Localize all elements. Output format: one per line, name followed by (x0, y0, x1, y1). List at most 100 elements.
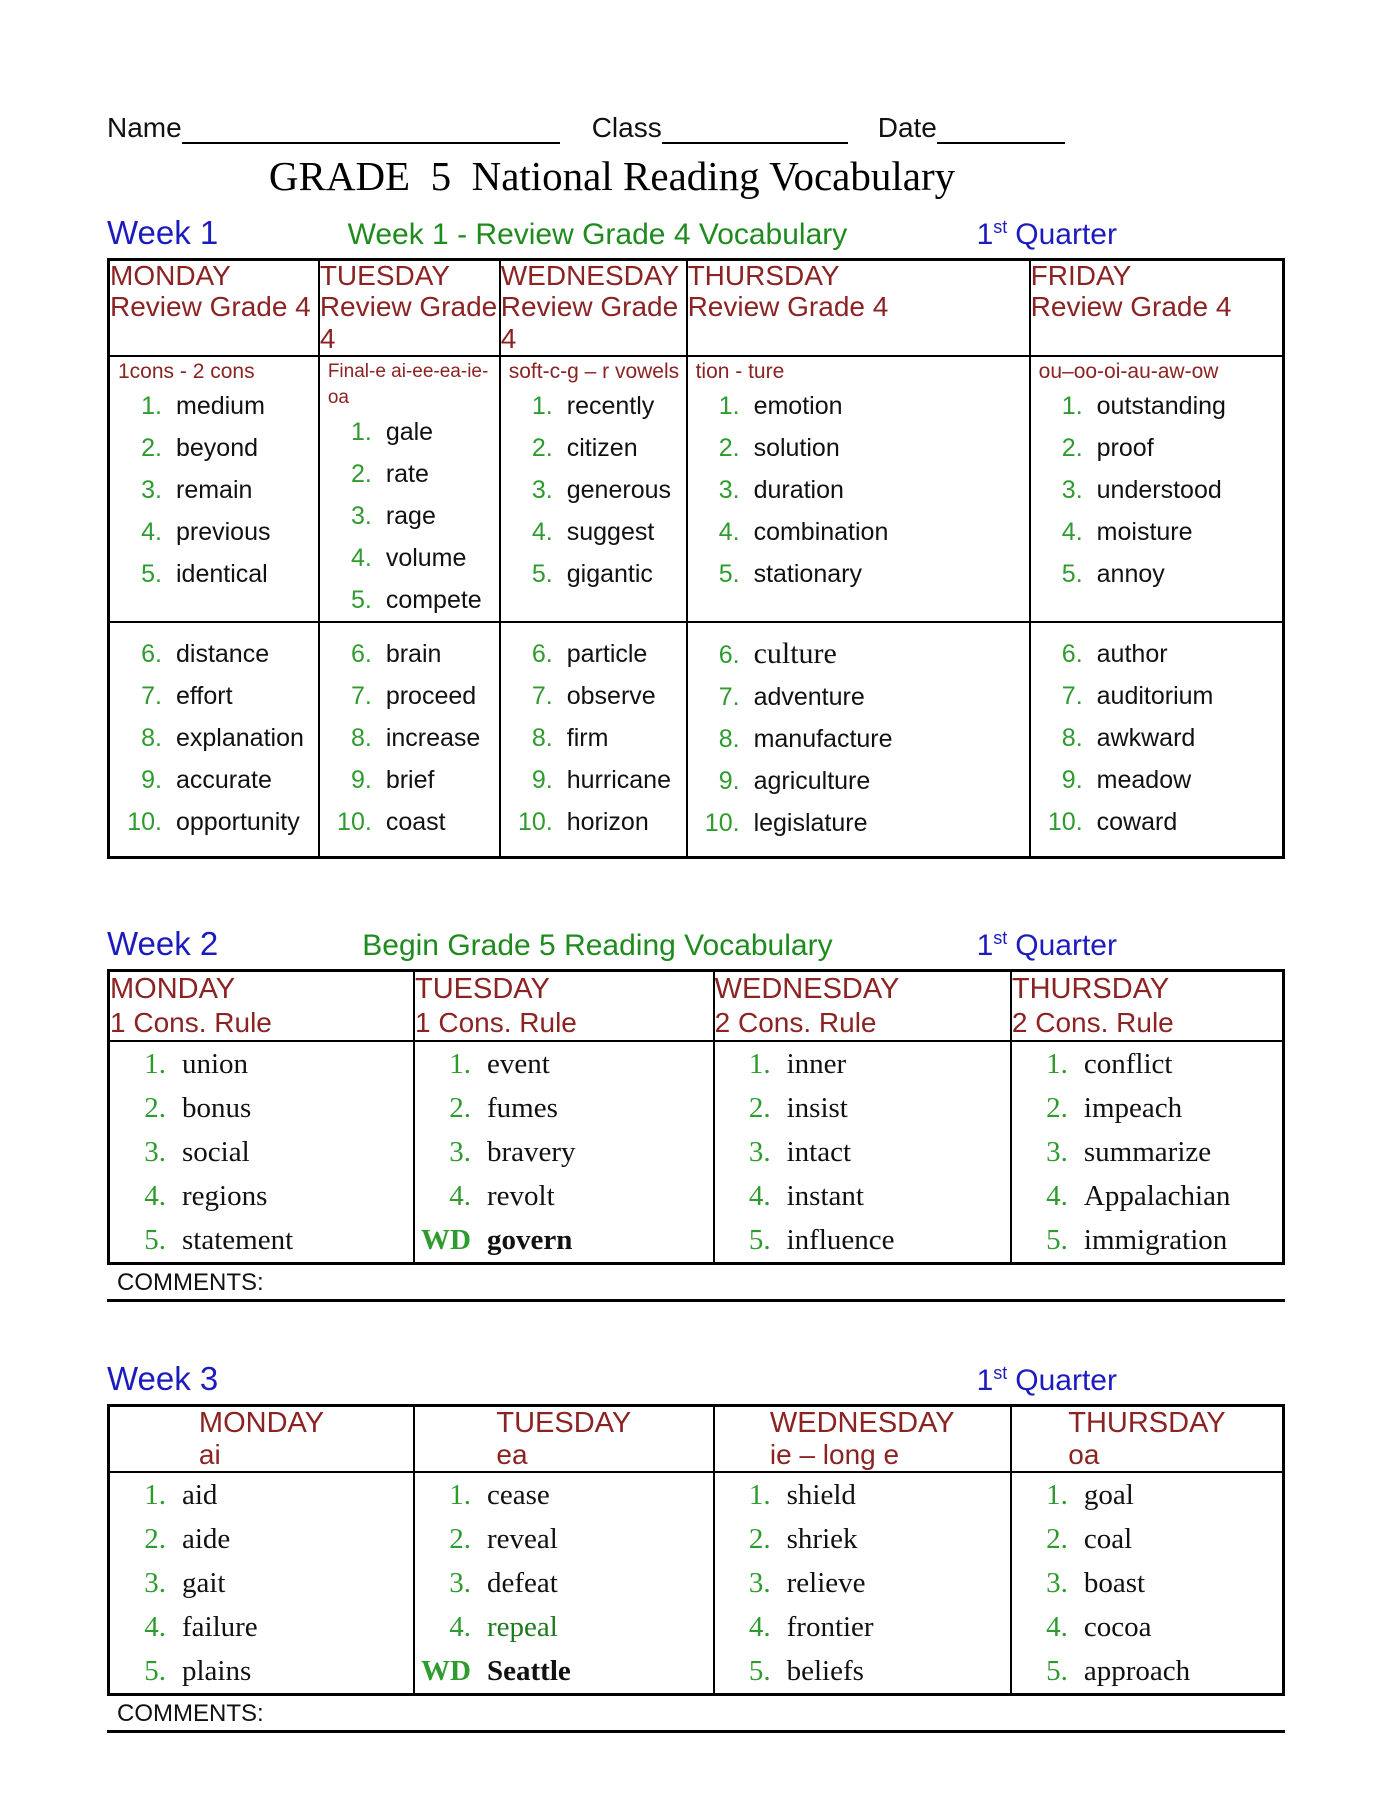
item-number: 10. (1047, 808, 1083, 836)
date-line (936, 118, 1065, 144)
quarter-label: 1st Quarter (976, 217, 1117, 251)
vocab-cell: tion - ture 1. emotion 2. solution 3. duration… (685, 355, 1031, 623)
vocab-cell: 1. cease 2. reveal 3. defeat 4. repeal WD Seattle (413, 1471, 715, 1696)
week-subtitle: Begin Grade 5 Reading Vocabulary (362, 929, 833, 962)
week2-vocab-table: MONDAY 1 Cons. Rule TUESDAY 1 Cons. Rule WED… (107, 969, 1285, 1265)
vocab-item: 4. instant (715, 1174, 1010, 1218)
date-label: Date (877, 112, 937, 143)
vocab-item: 1. shield (715, 1473, 1010, 1517)
day-header: MONDAY ai (199, 1407, 324, 1471)
item-number: 5. (718, 560, 740, 588)
vocab-item: 3. intact (715, 1130, 1010, 1174)
item-word: influence (786, 1224, 895, 1256)
vocab-item: 2. impeach (1012, 1086, 1282, 1130)
item-word: statement (182, 1224, 294, 1256)
vocab-item: 2. reveal (415, 1517, 713, 1561)
item-word: understood (1096, 476, 1222, 504)
vocab-item: 10. horizon (501, 801, 686, 843)
quarter-label: 1st Quarter (976, 1363, 1117, 1397)
vocab-item: 9. meadow (1031, 759, 1282, 801)
vocab-item: 1. inner (715, 1042, 1010, 1086)
item-word: beliefs (786, 1655, 864, 1687)
item-number: 9. (350, 766, 372, 794)
wd-label: WD (421, 1655, 471, 1687)
day-subheader: 1 Cons. Rule (110, 1007, 272, 1038)
vocab-item: 3. boast (1012, 1561, 1282, 1605)
day-header: TUESDAY 1 Cons. Rule (415, 972, 713, 1040)
item-word: agriculture (753, 767, 871, 795)
item-word: moisture (1096, 518, 1193, 546)
vocab-cell: 6. brain 7. proceed 8. increase 9. brief 10. coas… (317, 621, 501, 859)
item-number: 6. (1061, 640, 1083, 668)
week-label: Week 1 (107, 214, 219, 251)
item-number: 4. (350, 544, 372, 572)
vocab-item: 5. approach (1012, 1649, 1282, 1693)
item-number: 5. (144, 1655, 166, 1687)
vocab-item: 4. combination (688, 511, 1029, 553)
item-word: medium (176, 392, 265, 420)
day-header: THURSDAY 2 Cons. Rule (1012, 972, 1282, 1040)
item-number: 5. (748, 1655, 771, 1687)
vocab-item: 5. identical (110, 553, 318, 595)
vocab-item: 1. emotion (688, 385, 1029, 427)
item-number: 3. (449, 1567, 471, 1599)
vocab-item: 8. awkward (1031, 717, 1282, 759)
vocab-item: 6. distance (110, 633, 318, 675)
item-number: 3. (718, 476, 740, 504)
vocab-item: 10. coward (1031, 801, 1282, 843)
item-word: instant (786, 1180, 864, 1212)
day-subheader: oa (1068, 1439, 1100, 1470)
item-word: gigantic (566, 560, 653, 588)
day-subheader: 2 Cons. Rule (1011, 1007, 1174, 1038)
vocab-item: 3. generous (501, 469, 686, 511)
item-word: explanation (176, 724, 304, 752)
vocab-item: 4. Appalachian (1012, 1174, 1282, 1218)
item-number: 5. (748, 1224, 771, 1256)
item-word: author (1096, 640, 1168, 668)
item-number: 1. (1046, 1479, 1068, 1511)
vocab-item: 4. failure (110, 1605, 413, 1649)
table-header-row: MONDAY Review Grade 4 TUESDAY Review Grade … (107, 258, 1285, 357)
item-word: distance (176, 640, 270, 668)
item-word: impeach (1083, 1092, 1183, 1124)
vocab-item: 8. firm (501, 717, 686, 759)
item-number: 1. (449, 1479, 471, 1511)
item-word: conflict (1083, 1048, 1173, 1080)
vocab-item: 1. cease (415, 1473, 713, 1517)
item-word: union (182, 1048, 249, 1080)
day-name: WEDNESDAY (500, 260, 680, 291)
item-number: 10. (337, 808, 372, 836)
vocab-item: 9. hurricane (501, 759, 686, 801)
item-word: culture (753, 637, 837, 670)
vocab-item: 3. bravery (415, 1130, 713, 1174)
item-number: 8. (350, 724, 372, 752)
day-header-cell: WEDNESDAY ie – long e (712, 1404, 1012, 1473)
item-number: 6. (718, 641, 740, 669)
vocab-item: 2. bonus (110, 1086, 413, 1130)
comments-label: COMMENTS: (117, 1269, 264, 1296)
vocab-cell: 1. aid 2. aide 3. gait 4. failure 5. plains (107, 1471, 415, 1696)
vocab-item: 4. moisture (1031, 511, 1282, 553)
day-name: THURSDAY (687, 260, 840, 291)
item-number: 5. (531, 560, 553, 588)
item-number: 10. (704, 809, 740, 837)
item-word: Seattle (487, 1655, 571, 1687)
item-number: 5. (1061, 560, 1083, 588)
item-number: 1. (449, 1048, 471, 1080)
vocab-item: 10. opportunity (110, 801, 318, 843)
day-header: THURSDAY oa (1068, 1407, 1225, 1471)
item-number: 3. (144, 1567, 166, 1599)
item-word: auditorium (1096, 682, 1214, 710)
item-number: 6. (531, 640, 553, 668)
vocab-item: 4. regions (110, 1174, 413, 1218)
item-number: 2. (141, 434, 162, 462)
vocab-item: 2. aide (110, 1517, 413, 1561)
item-word: duration (753, 476, 844, 504)
item-word: legislature (753, 809, 868, 837)
item-word: hurricane (566, 766, 671, 794)
vocab-item: 8. increase (320, 717, 499, 759)
item-word: remain (176, 476, 253, 504)
vocab-item: 6. author (1031, 633, 1282, 675)
day-header-cell: TUESDAY 1 Cons. Rule (413, 969, 715, 1042)
item-number: 3. (531, 476, 553, 504)
